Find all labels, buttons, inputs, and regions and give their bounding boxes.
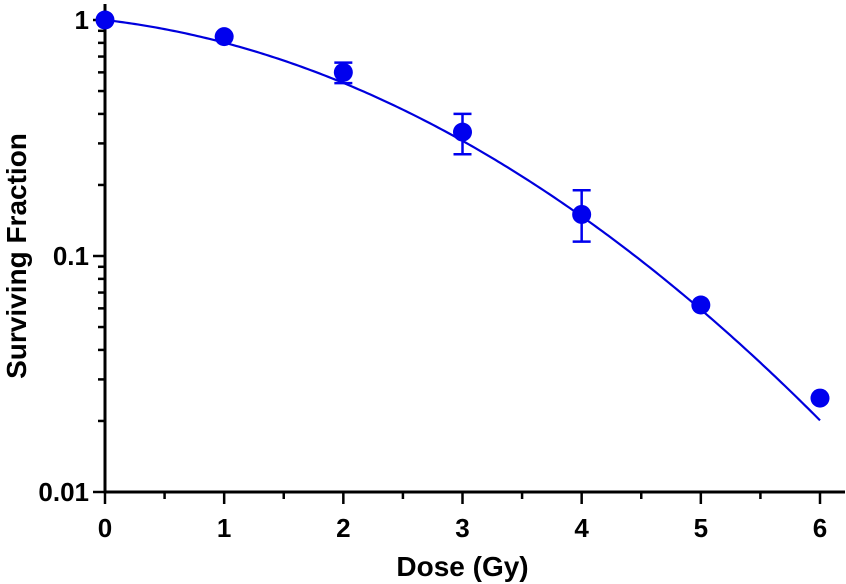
y-tick-label: 1 bbox=[75, 5, 89, 35]
data-point bbox=[333, 62, 353, 82]
x-tick-label: 4 bbox=[574, 513, 589, 543]
data-point bbox=[453, 122, 472, 142]
data-point bbox=[572, 204, 592, 224]
data-point bbox=[691, 295, 711, 315]
x-tick-label: 3 bbox=[455, 513, 469, 543]
x-tick-label: 0 bbox=[98, 513, 112, 543]
fit-curve bbox=[104, 18, 821, 422]
x-tick-label: 6 bbox=[813, 513, 827, 543]
x-tick-label: 2 bbox=[336, 513, 350, 543]
error-bars bbox=[334, 61, 591, 243]
y-tick-label: 0.1 bbox=[53, 241, 89, 271]
x-axis-title: Dose (Gy) bbox=[396, 551, 528, 582]
y-tick-labels: 0.01 0.1 1 bbox=[38, 5, 89, 507]
data-points bbox=[95, 10, 830, 408]
axis-ticks bbox=[93, 18, 822, 504]
data-point bbox=[214, 27, 234, 47]
x-tick-label: 5 bbox=[694, 513, 708, 543]
x-tick-label: 1 bbox=[217, 513, 231, 543]
data-point bbox=[810, 388, 830, 408]
y-tick-label: 0.01 bbox=[38, 477, 89, 507]
x-tick-labels: 0 1 2 3 4 5 6 bbox=[98, 513, 827, 543]
y-axis-title: Surviving Fraction bbox=[1, 133, 32, 379]
data-point bbox=[95, 10, 115, 30]
axes bbox=[103, 4, 845, 494]
